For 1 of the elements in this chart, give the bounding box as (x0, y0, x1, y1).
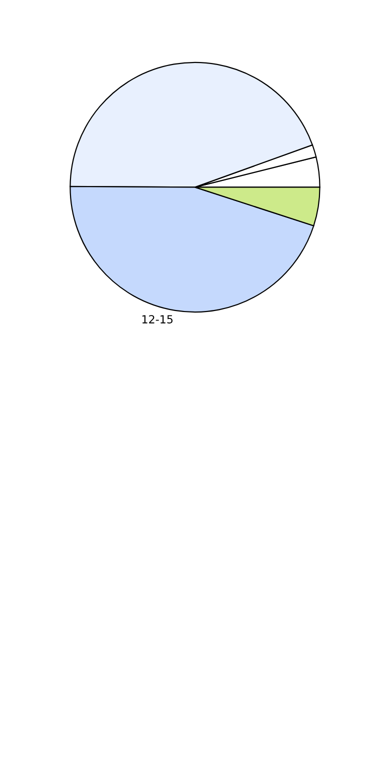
slice-label: 12-15 (142, 315, 173, 324)
